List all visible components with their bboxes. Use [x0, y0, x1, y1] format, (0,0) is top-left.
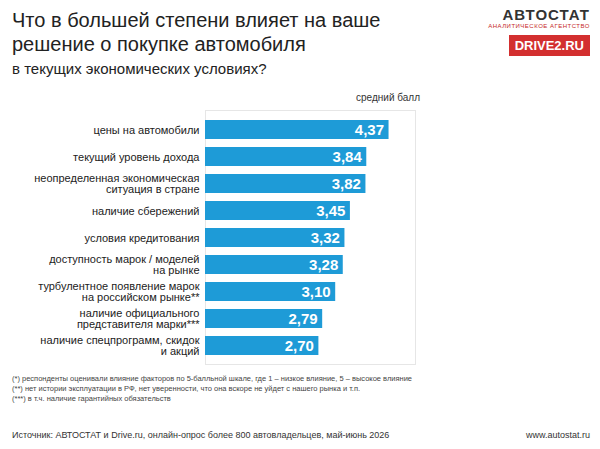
svg-text:доступность марок / моделейна: доступность марок / моделейна рынке	[49, 253, 199, 276]
html-text:DRIVE2.RU: DRIVE2.RU	[514, 38, 584, 53]
html-text:Что в большей степени влияет н: Что в большей степени влияет на ваше реш…	[12, 9, 381, 55]
svg-text:3,45: 3,45	[316, 202, 345, 219]
html-text:АВТОСТАТ: АВТОСТАТ	[502, 6, 590, 23]
svg-text:наличие спецпрограмм, скидоки: наличие спецпрограмм, скидоки акций	[40, 334, 199, 357]
svg-text:4,37: 4,37	[355, 121, 384, 138]
svg-text:наличие сбережений: наличие сбережений	[92, 205, 200, 217]
svg-text:условия кредитования: условия кредитования	[85, 232, 200, 244]
html-text:Источник: АВТОСТАТ и Drive.ru,: Источник: АВТОСТАТ и Drive.ru, онлайн-оп…	[12, 430, 390, 440]
html-text:(**) нет истории эксплуатации: (**) нет истории эксплуатации в РФ, нет …	[12, 384, 360, 393]
svg-text:цены на автомобили: цены на автомобили	[93, 124, 199, 136]
svg-text:3,84: 3,84	[333, 148, 363, 165]
html-text:www.autostat.ru: www.autostat.ru	[526, 430, 590, 440]
svg-text:2,70: 2,70	[285, 337, 314, 354]
svg-text:2,79: 2,79	[288, 310, 317, 327]
html-text:АНАЛИТИЧЕСКОЕ АГЕНТСТВО: АНАЛИТИЧЕСКОЕ АГЕНТСТВО	[488, 23, 590, 29]
svg-text:наличие официальногопредставит: наличие официальногопредставителя марки*…	[77, 307, 200, 330]
svg-text:неопределенная экономическаяси: неопределенная экономическаяситуация в с…	[34, 172, 199, 195]
html-text:(*) респонденты оценивали влия: (*) респонденты оценивали влияние фактор…	[12, 374, 412, 383]
svg-text:турбулентное появление марокна: турбулентное появление марокна российско…	[38, 280, 200, 303]
html-text:в текущих экономических услови: в текущих экономических условиях?	[12, 60, 267, 77]
svg-text:3,82: 3,82	[332, 175, 361, 192]
svg-text:текущий уровень дохода: текущий уровень дохода	[73, 151, 200, 163]
html-text:средний балл: средний балл	[356, 92, 420, 103]
svg-text:3,10: 3,10	[301, 283, 330, 300]
svg-text:3,28: 3,28	[309, 256, 338, 273]
html-text:(***) в т.ч. наличие гарантийн: (***) в т.ч. наличие гарантийных обязате…	[12, 394, 171, 403]
svg-text:3,32: 3,32	[311, 229, 340, 246]
